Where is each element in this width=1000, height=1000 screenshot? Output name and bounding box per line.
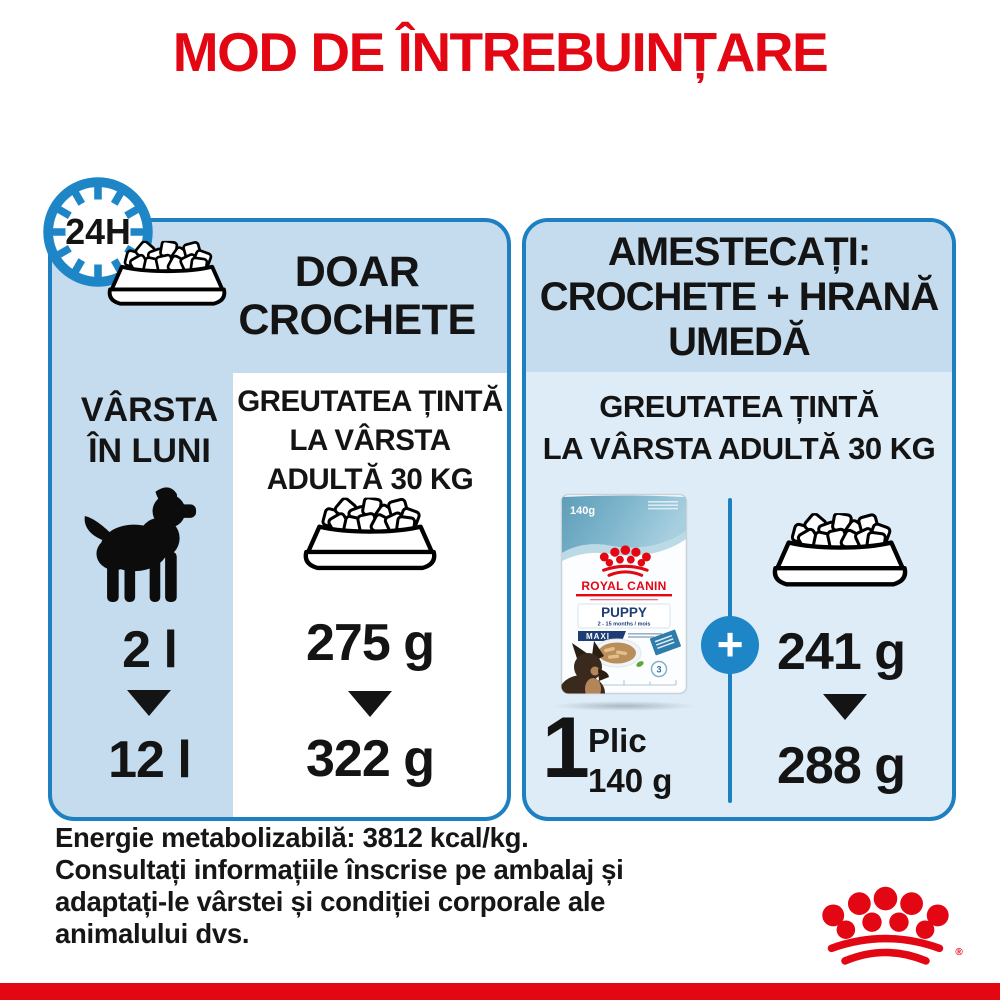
pouch-shadow xyxy=(552,701,696,711)
age-to-value: 12 l xyxy=(108,731,192,789)
kibble-bowl-icon xyxy=(295,497,445,577)
pouch-product-label: PUPPY xyxy=(601,605,647,620)
age-from-value: 2 l xyxy=(122,621,178,679)
down-arrow-icon xyxy=(127,690,171,716)
pouch-brand-label: ROYAL CANIN xyxy=(581,579,666,593)
target-weight-header: GREUTATEA ȚINTĂ LA VÂRSTA ADULTĂ 30 KG xyxy=(237,383,503,500)
plus-icon: + xyxy=(701,616,759,674)
pouch-size-label: MAXI xyxy=(586,632,610,641)
kibble-bowl-icon xyxy=(100,240,234,312)
plus-sign: + xyxy=(716,618,744,670)
page-title: MOD DE ÎNTREBUINȚARE xyxy=(172,21,829,83)
pouch-badge-label: 3 xyxy=(656,665,661,675)
clock-label: 24H xyxy=(65,212,131,252)
mixed-header-line3: UMEDĂ xyxy=(668,319,811,364)
footer-line1: Energie metabolizabilă: 3812 kcal/kg. xyxy=(55,822,529,853)
footer-line4: animalului dvs. xyxy=(55,918,250,950)
pouch-fineprint-lines xyxy=(648,501,678,510)
target-weight-header: GREUTATEA ȚINTĂ LA VÂRSTA ADULTĂ 30 KG xyxy=(526,386,952,470)
down-arrow-icon xyxy=(348,691,392,717)
pouch-unit-weight: 140 g xyxy=(588,762,673,799)
puppy-photo xyxy=(561,641,609,694)
age-header-line1: VÂRSTA xyxy=(80,391,219,429)
trademark-symbol: ® xyxy=(955,947,963,958)
age-header-line2: ÎN LUNI xyxy=(88,432,211,471)
puppy-silhouette-icon xyxy=(80,482,198,606)
food-strips xyxy=(604,646,628,659)
target-weight-header-line3: ADULTĂ 30 KG xyxy=(266,462,474,496)
pouch-unit-label: Plic xyxy=(588,722,647,759)
footer-line3: adaptați-le vârstei și condiției corpora… xyxy=(55,886,606,918)
mixed-header-line1: AMESTECAȚI: xyxy=(607,230,871,274)
kibble-only-header: DOAR CROCHETE xyxy=(212,248,502,344)
kibble-only-panel: DOAR CROCHETE VÂRSTA ÎN LUNI 2 l 12 l GR… xyxy=(48,218,511,821)
kibble-only-header-line1: DOAR xyxy=(294,248,420,296)
pouch-ribbon xyxy=(649,629,681,656)
kibble-bowl-icon xyxy=(764,512,916,594)
footer-line2: Consultați informațiile înscrise pe amba… xyxy=(55,854,624,886)
mixed-header-line2: CROCHETE + HRANĂ xyxy=(539,274,939,319)
target-weight-header-line1: GREUTATEA ȚINTĂ xyxy=(599,389,879,424)
kibble-from-value: 275 g xyxy=(306,614,435,672)
mixed-feeding-panel: AMESTECAȚI: CROCHETE + HRANĂ UMEDĂ GREUT… xyxy=(522,218,956,821)
kibble-to-value: 322 g xyxy=(306,730,435,788)
down-arrow-icon xyxy=(823,694,867,720)
kibble-from-value: 241 g xyxy=(777,623,906,681)
target-weight-header-line2: LA VÂRSTA xyxy=(289,423,451,457)
target-weight-subpanel: GREUTATEA ȚINTĂ LA VÂRSTA ADULTĂ 30 KG 2… xyxy=(233,373,507,817)
footer-note: Energie metabolizabilă: 3812 kcal/kg. Co… xyxy=(55,822,735,950)
mixed-feeding-header: AMESTECAȚI: CROCHETE + HRANĂ UMEDĂ xyxy=(526,230,952,364)
pouch-product-sub-label: 2 - 15 months / mois xyxy=(598,622,651,628)
royal-canin-crown-logo: ® xyxy=(813,880,963,966)
age-column-header: VÂRSTA ÎN LUNI xyxy=(62,390,237,473)
kibble-only-header-line2: CROCHETE xyxy=(238,296,476,345)
brand-red-bar xyxy=(0,983,1000,1000)
kibble-to-value: 288 g xyxy=(777,737,906,795)
target-weight-header-line1: GREUTATEA ȚINTĂ xyxy=(237,385,503,418)
pouch-fineprint-lines xyxy=(628,633,662,638)
wet-food-pouch-image: 140g ROYAL CANIN PUPPY 2 - 15 months / m… xyxy=(560,493,688,695)
target-weight-header-line2: LA VÂRSTA ADULTĂ 30 KG xyxy=(542,430,936,466)
mixed-feeding-header-zone xyxy=(526,222,952,372)
pouch-weight-label: 140g xyxy=(570,505,595,517)
pouch-count-value: 1 xyxy=(542,700,590,796)
